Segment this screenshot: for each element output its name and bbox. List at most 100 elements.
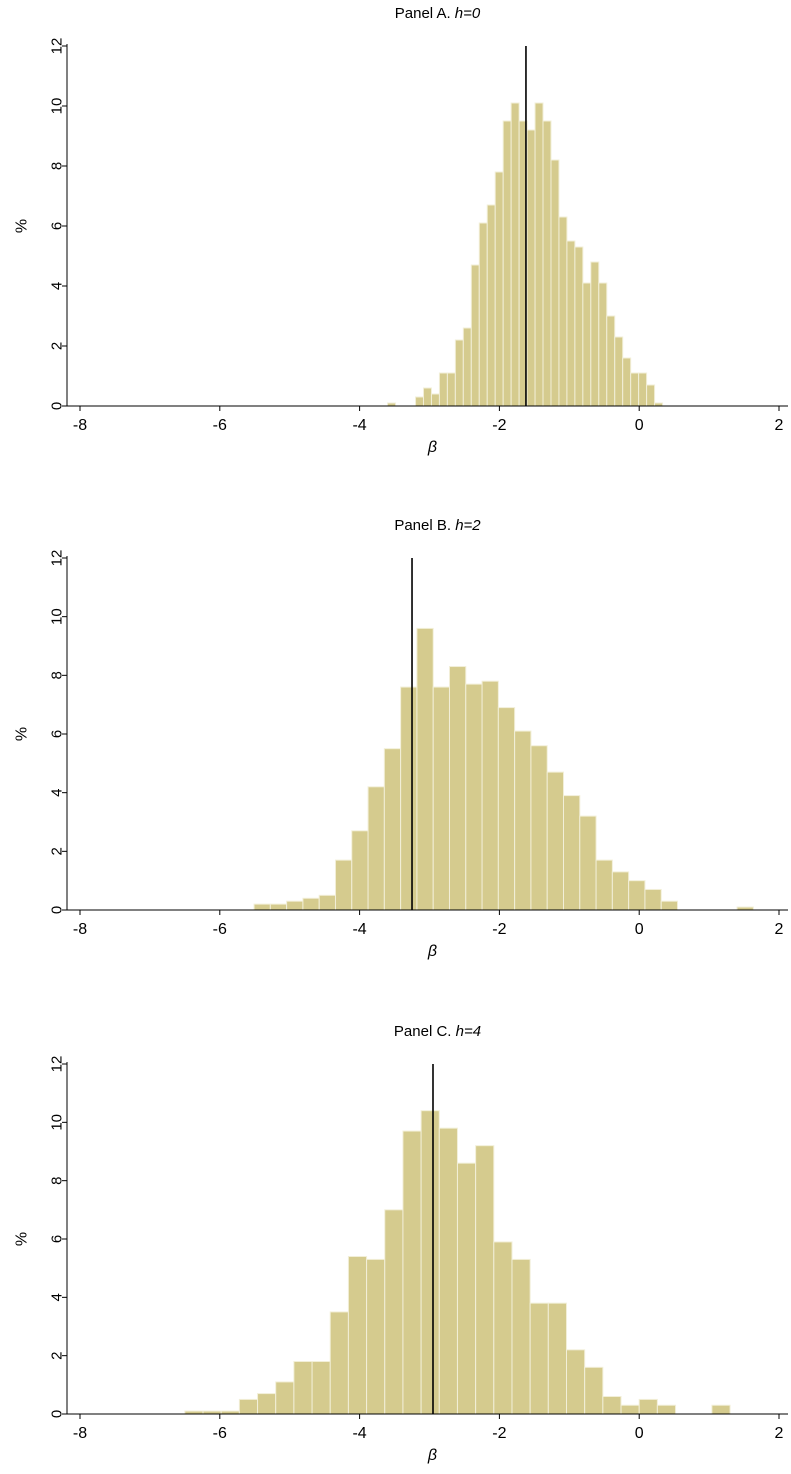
x-tick-label: -6 — [213, 1425, 227, 1442]
histogram-bar — [574, 246, 584, 407]
histogram-bar — [558, 216, 568, 407]
histogram-bar — [595, 859, 613, 911]
x-tick-label: -6 — [213, 921, 227, 938]
histogram-bar — [293, 1361, 313, 1415]
y-tick-label: 0 — [49, 1410, 66, 1418]
y-tick-label: 8 — [49, 671, 66, 679]
y-tick-label: 6 — [49, 222, 66, 230]
histogram-bar — [448, 666, 467, 911]
y-tick-label: 4 — [49, 1293, 66, 1301]
x-tick-label: -6 — [213, 417, 227, 434]
x-tick-label: -4 — [352, 921, 366, 938]
y-tick-label: 10 — [49, 98, 66, 115]
histogram-bar — [456, 1162, 477, 1415]
histogram-bar — [383, 748, 402, 911]
histogram-bar — [606, 315, 616, 407]
histogram-bar — [620, 1404, 640, 1415]
histogram-bar — [510, 102, 520, 407]
y-axis-label: % — [14, 727, 31, 741]
y-axis-label: % — [14, 219, 31, 233]
x-tick-label: 2 — [775, 1425, 784, 1442]
y-tick-label: 8 — [49, 1176, 66, 1184]
x-tick-label: 0 — [635, 1425, 644, 1442]
y-tick-label: 0 — [49, 906, 66, 914]
histogram-bar — [638, 372, 648, 407]
panel-title-prefix: Panel B. — [394, 517, 455, 534]
histogram-bar — [590, 261, 600, 407]
x-tick-label: -8 — [73, 921, 87, 938]
y-axis-label: % — [14, 1232, 31, 1246]
histogram-bar — [486, 204, 496, 407]
x-tick-label: -8 — [73, 1425, 87, 1442]
x-tick-label: 2 — [775, 417, 784, 434]
histogram-bar — [579, 815, 597, 911]
histogram-bar — [366, 1258, 386, 1415]
histogram-bar — [286, 900, 304, 911]
panel-title-italic: h=0 — [455, 5, 481, 22]
histogram-bar — [478, 222, 488, 407]
x-tick-label: 2 — [775, 921, 784, 938]
histogram-bar — [582, 282, 592, 407]
y-tick-label: 2 — [49, 342, 66, 350]
histogram-bar — [384, 1209, 404, 1415]
histogram-bar — [422, 387, 432, 407]
x-tick-label: 0 — [635, 417, 644, 434]
histogram-bar — [462, 327, 472, 407]
histogram-bar — [566, 1349, 586, 1415]
histogram-bar — [269, 903, 288, 911]
histogram-panel-1: Panel A. h=0 0 2 4 6 8 10 12% -8 -6 -4 -2 0 2 β — [14, 5, 788, 456]
histogram-bar — [465, 683, 483, 911]
histogram-bar — [622, 357, 632, 407]
histogram-bar — [402, 1130, 422, 1415]
histogram-bar — [470, 264, 480, 407]
panel-title: Panel A. h=0 — [395, 5, 481, 22]
histogram-bar — [302, 897, 320, 911]
histogram-bar — [530, 745, 548, 911]
histogram-bar — [646, 384, 656, 407]
y-tick-label: 10 — [49, 1114, 66, 1131]
histogram-bar — [493, 1241, 513, 1415]
histogram-bar — [584, 1366, 604, 1415]
histogram-bar — [566, 240, 576, 407]
histogram-bar — [420, 1110, 440, 1415]
histogram-bar — [611, 871, 630, 911]
y-tick-label: 10 — [49, 608, 66, 625]
histogram-bar — [318, 894, 336, 911]
histogram-bar — [602, 1396, 622, 1415]
histogram-bar — [351, 830, 369, 911]
histogram-bar — [534, 102, 544, 407]
histogram-bar — [481, 680, 499, 911]
histogram-bar — [502, 120, 512, 407]
histogram-bar — [253, 903, 271, 911]
histogram-bar — [546, 771, 565, 911]
histogram-bar — [511, 1258, 531, 1415]
histogram-bar — [416, 627, 434, 911]
histogram-bar — [275, 1381, 295, 1415]
histogram-bar — [514, 730, 532, 911]
histogram-bar — [400, 686, 418, 911]
y-tick-label: 6 — [49, 1235, 66, 1243]
histogram-bar — [660, 900, 679, 911]
x-tick-label: -4 — [352, 417, 366, 434]
histogram-bar — [475, 1145, 495, 1415]
histogram-bar — [542, 120, 552, 407]
panel-title: Panel C. h=4 — [394, 1023, 481, 1040]
histogram-bar — [563, 795, 581, 911]
histogram-bar — [438, 1127, 458, 1415]
histogram-bar — [311, 1361, 331, 1415]
x-tick-label: -4 — [352, 1425, 366, 1442]
x-axis-label: β — [427, 439, 437, 456]
histogram-panel-2: Panel B. h=2 0 2 4 6 8 10 12% -8 -6 -4 -2 0 2 β — [14, 517, 788, 960]
panel-title-italic: h=2 — [455, 517, 481, 534]
x-tick-label: -2 — [492, 1425, 506, 1442]
x-axis-label: β — [427, 1447, 437, 1464]
histogram-bar — [238, 1398, 259, 1415]
x-axis-label: β — [427, 943, 437, 960]
histogram-bar — [598, 282, 608, 407]
x-tick-label: -8 — [73, 417, 87, 434]
y-tick-label: 4 — [49, 282, 66, 290]
y-tick-label: 12 — [49, 38, 66, 55]
y-tick-label: 12 — [49, 1056, 66, 1073]
histogram-bar — [614, 336, 624, 407]
histogram-bar — [347, 1256, 368, 1415]
